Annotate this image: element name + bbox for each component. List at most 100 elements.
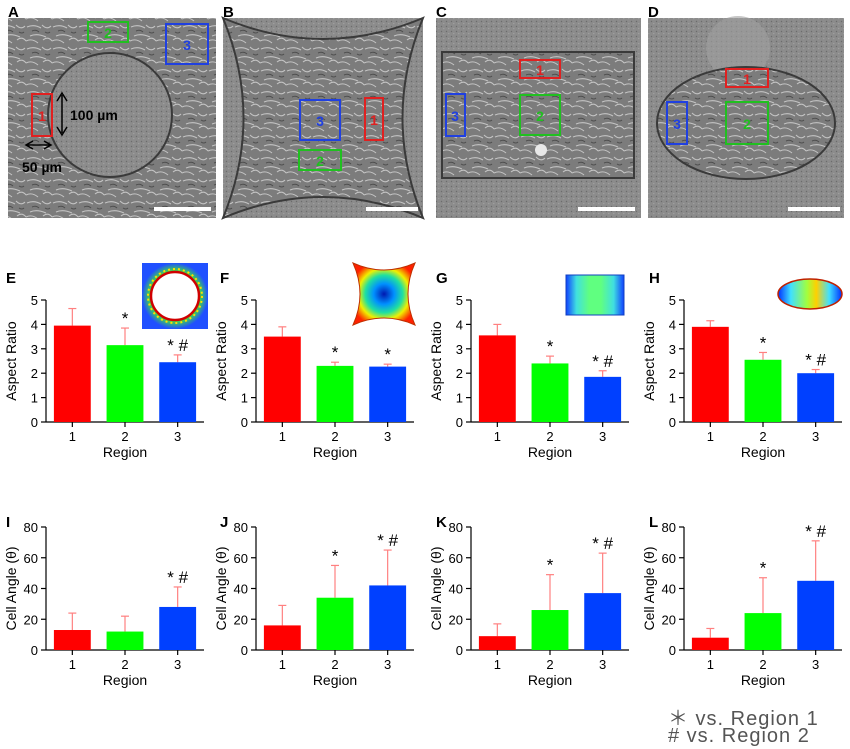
x-axis-label: Region (313, 444, 357, 460)
micrograph-a: A 2 3 1 100 µm 50 µm (8, 4, 216, 218)
y-tick-label: 4 (456, 317, 463, 332)
region-label-2: 2 (104, 25, 112, 41)
x-tick-label: 1 (279, 429, 286, 444)
bar-region-3 (159, 362, 197, 422)
panel-letter: K (436, 514, 447, 531)
y-axis-label: Aspect Ratio (428, 321, 444, 401)
panel-letter-b: B (223, 4, 234, 21)
significance-marker: * # (592, 352, 613, 371)
arrow-heads-horizontal (24, 140, 53, 150)
panel-letter-c: C (436, 4, 447, 21)
region-box-2 (87, 21, 129, 43)
y-tick-label: 20 (24, 612, 38, 627)
y-tick-label: 3 (669, 342, 676, 357)
x-tick-label: 1 (69, 429, 76, 444)
region-box-2 (725, 101, 769, 145)
y-tick-label: 1 (669, 391, 676, 406)
heatmap-hole (149, 270, 201, 322)
micrograph-d: D 1 2 3 (648, 4, 844, 218)
chart-panel-l: L 0 20 40 60 80 Cell Angle (θ) 1 2 * 3 * # Region (641, 514, 842, 688)
region-box-1 (725, 68, 769, 88)
bar-region-3 (159, 606, 197, 650)
y-tick-label: 1 (456, 391, 463, 406)
chart-panel-h: H 0 1 2 3 4 5 Aspect Ratio 1 2 * 3 * # Region (641, 270, 842, 460)
y-tick-label: 0 (241, 643, 248, 658)
x-tick-label: 3 (174, 429, 181, 444)
heatmap-star (352, 262, 416, 326)
x-tick-label: 2 (331, 657, 338, 672)
region-box-1 (31, 93, 53, 137)
y-tick-label: 0 (669, 643, 676, 658)
bright-debris (535, 144, 547, 156)
x-tick-label: 2 (546, 657, 553, 672)
y-tick-label: 40 (24, 582, 38, 597)
region-label-3: 3 (673, 116, 681, 132)
y-axis-label: Aspect Ratio (641, 321, 657, 401)
x-axis-label: Region (103, 444, 147, 460)
scale-annotation-100: 100 µm (70, 107, 118, 123)
bar-region-3 (797, 580, 835, 650)
region-label-1: 1 (536, 62, 544, 78)
x-tick-label: 1 (494, 657, 501, 672)
chart-panel-j: J 0 20 40 60 80 Cell Angle (θ) 1 2 * 3 * # Region (213, 514, 414, 688)
heatmap-rectangle (565, 274, 625, 316)
y-tick-label: 20 (449, 612, 463, 627)
panel-letter-a: A (8, 4, 19, 21)
inset-circle-heatmap (142, 263, 208, 329)
y-tick-label: 5 (669, 293, 676, 308)
significance-marker: * # (805, 351, 826, 370)
inset-rect-heatmap (565, 274, 625, 316)
significance-marker: * (384, 345, 391, 364)
chart-panel-f: F 0 1 2 3 4 5 Aspect Ratio 1 2 * 3 * Region (213, 270, 414, 460)
region-label-1: 1 (743, 71, 751, 87)
y-tick-label: 3 (241, 342, 248, 357)
y-tick-label: 1 (241, 391, 248, 406)
x-axis-label: Region (741, 444, 785, 460)
bar-region-3 (369, 366, 407, 422)
region-label-3: 3 (451, 108, 459, 124)
significance-marker: * # (592, 534, 613, 553)
bar-region-3 (369, 585, 407, 650)
y-axis-label: Aspect Ratio (213, 321, 229, 401)
bar-region-3 (797, 373, 835, 422)
region-label-3: 3 (183, 37, 191, 53)
significance-marker: * (547, 337, 554, 356)
bar-region-2 (106, 631, 144, 650)
y-tick-label: 0 (456, 643, 463, 658)
bar-region-1 (478, 636, 516, 650)
micrograph-b: B 3 1 2 (221, 4, 425, 220)
bar-region-2 (106, 345, 144, 422)
bar-region-3 (584, 593, 622, 650)
bar-region-2 (316, 597, 354, 650)
x-tick-label: 3 (384, 429, 391, 444)
bar-region-1 (691, 637, 729, 650)
y-tick-label: 0 (31, 643, 38, 658)
region-label-1: 1 (38, 108, 46, 124)
y-axis-label: Cell Angle (θ) (641, 546, 657, 630)
region-box-3 (445, 93, 466, 137)
x-axis-label: Region (313, 672, 357, 688)
y-tick-label: 80 (449, 520, 463, 535)
y-tick-label: 20 (234, 612, 248, 627)
chart-panel-k: K 0 20 40 60 80 Cell Angle (θ) 1 2 * 3 * # Region (428, 514, 629, 688)
scale-bar (788, 207, 840, 211)
x-tick-label: 3 (599, 657, 606, 672)
scale-bar (578, 207, 635, 211)
x-axis-label: Region (741, 672, 785, 688)
panel-letter-d: D (648, 4, 659, 21)
region-box-1 (519, 59, 561, 79)
region-box-2 (519, 94, 561, 136)
scale-annotation-50: 50 µm (22, 159, 62, 175)
x-tick-label: 1 (707, 429, 714, 444)
heatmap-ellipse (777, 278, 843, 310)
x-tick-label: 2 (759, 429, 766, 444)
region-label-2: 2 (316, 153, 324, 169)
y-tick-label: 0 (456, 415, 463, 430)
region-box-2 (298, 149, 342, 171)
y-tick-label: 80 (234, 520, 248, 535)
x-tick-label: 1 (69, 657, 76, 672)
y-tick-label: 60 (234, 551, 248, 566)
x-tick-label: 2 (546, 429, 553, 444)
x-tick-label: 1 (279, 657, 286, 672)
y-tick-label: 4 (241, 317, 248, 332)
